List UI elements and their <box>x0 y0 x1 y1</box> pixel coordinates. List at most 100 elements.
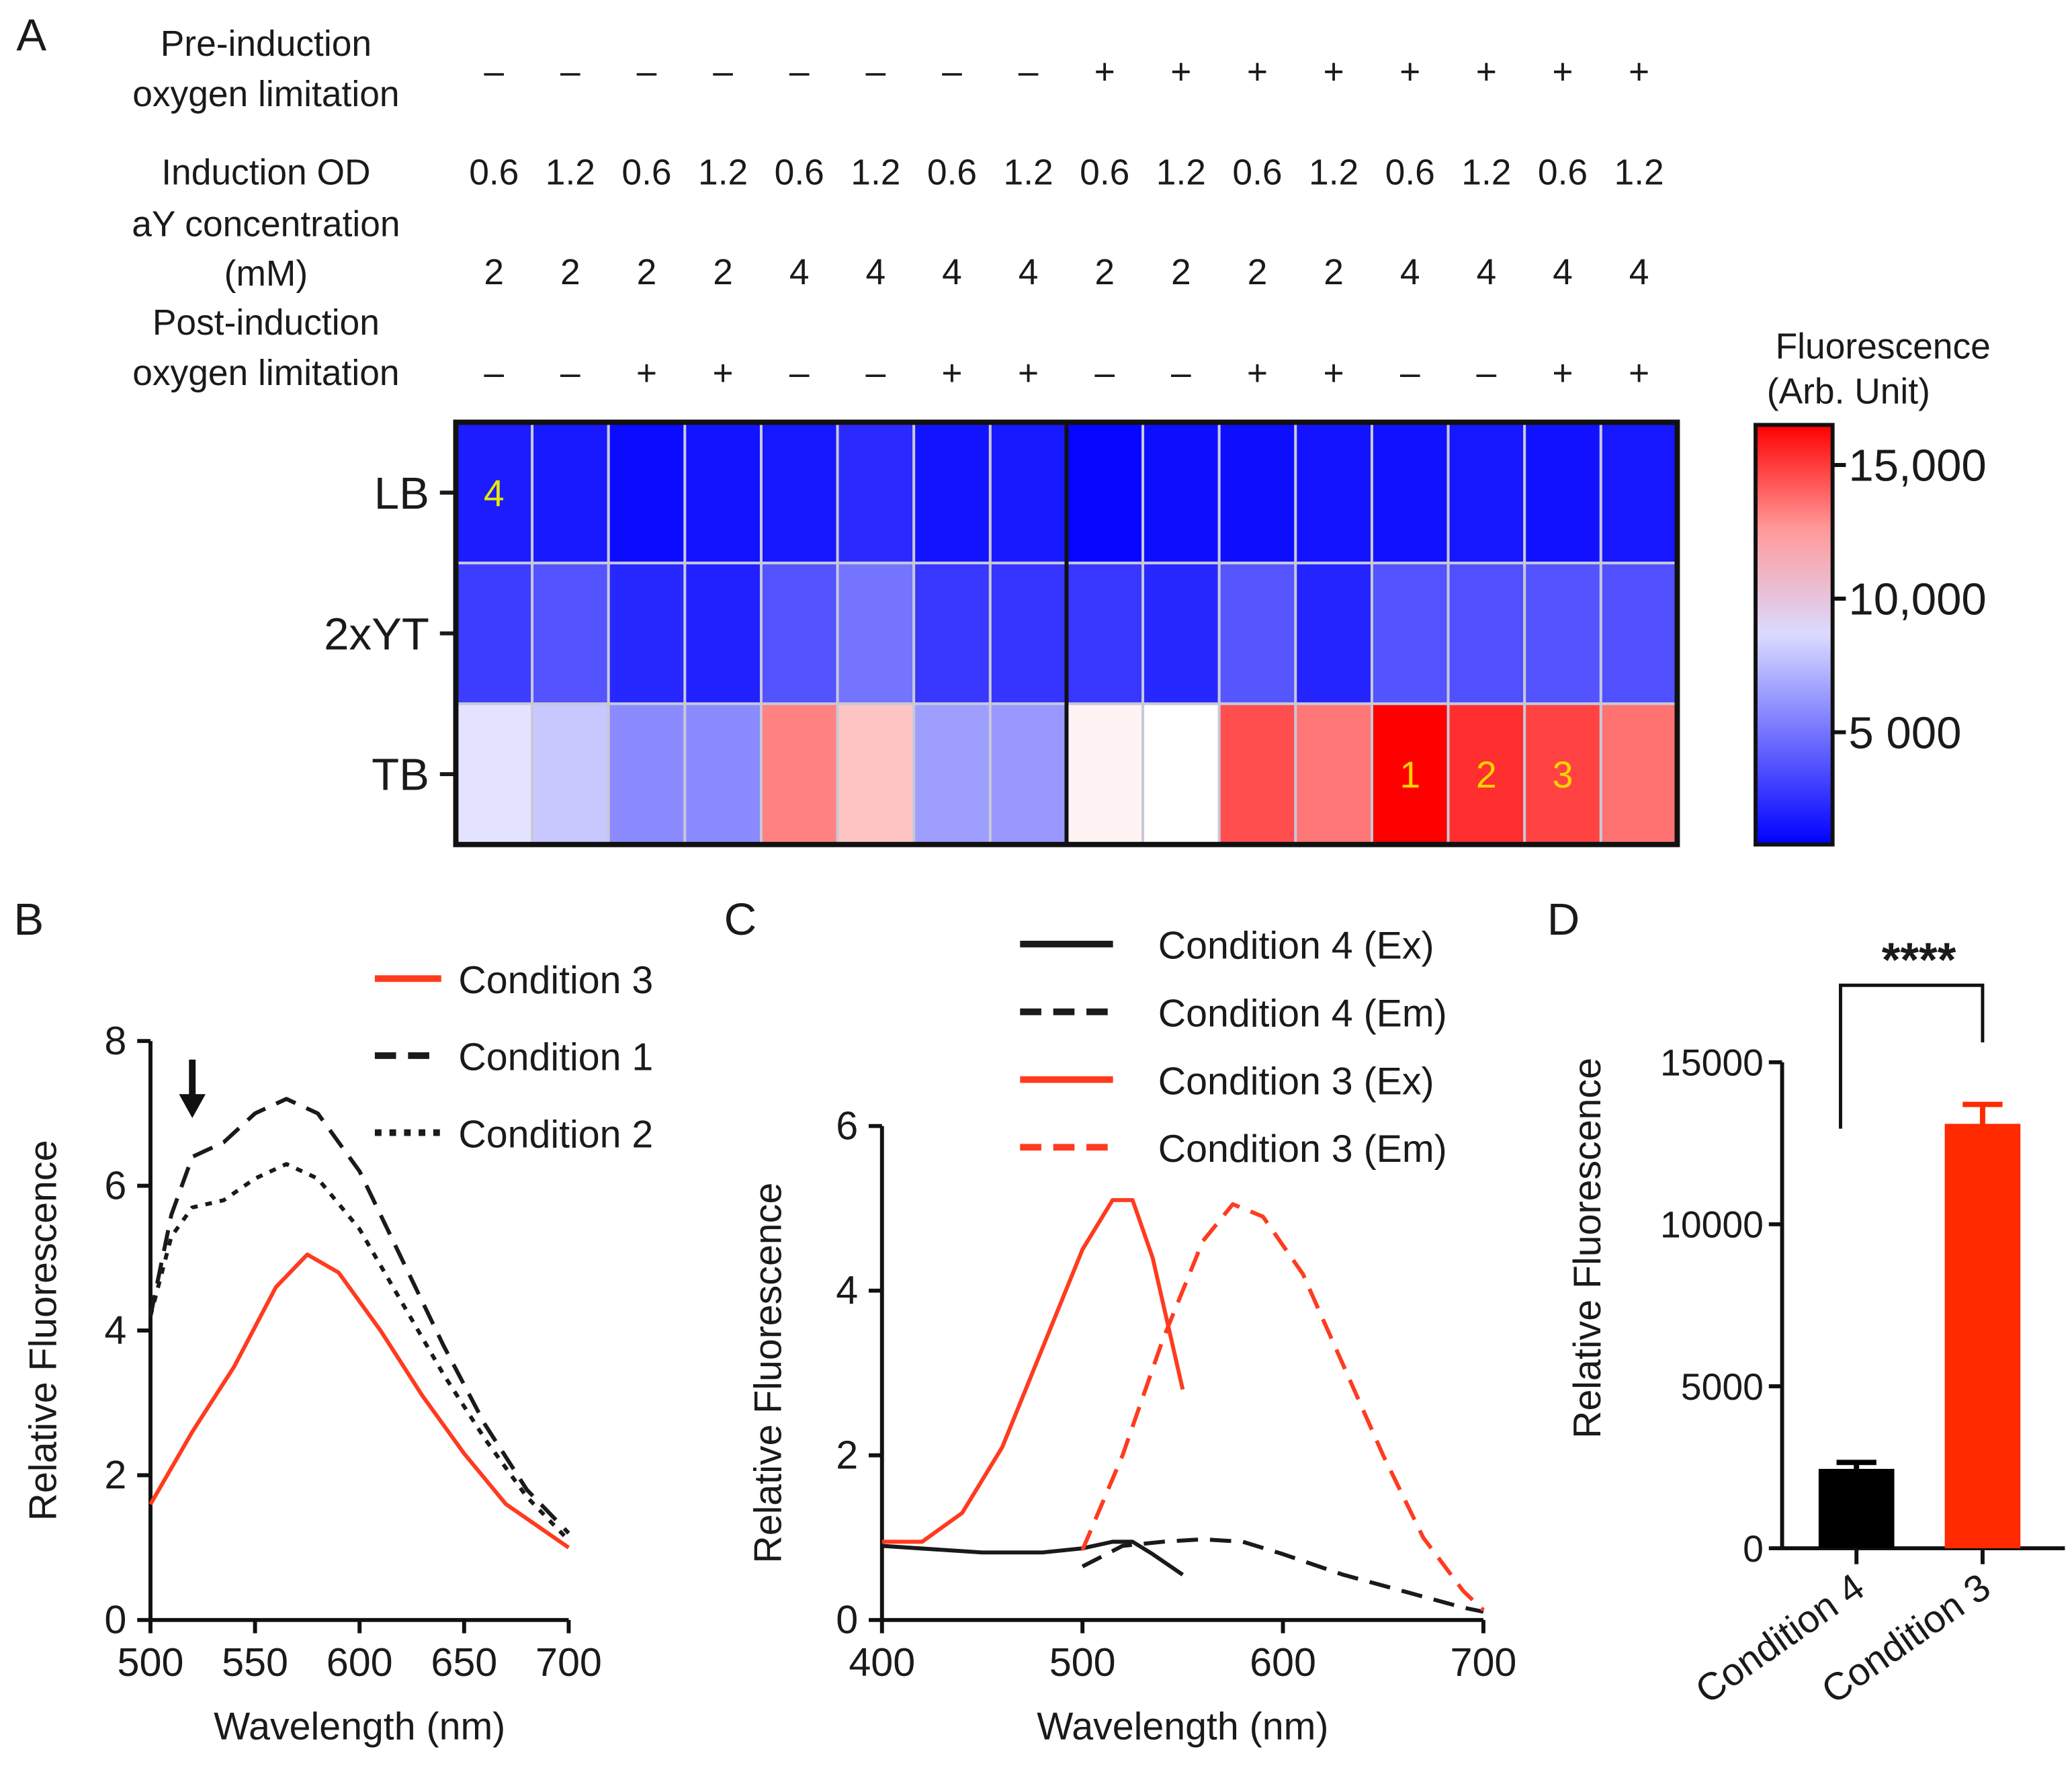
post-induction-value: + <box>1324 353 1344 393</box>
colorbar-tick-label: 10,000 <box>1848 575 1986 625</box>
heatmap-cell <box>607 702 687 846</box>
y-tick-label: 4 <box>836 1267 858 1312</box>
pre-induction-value: – <box>789 52 810 91</box>
induction-od-value: 0.6 <box>927 153 977 193</box>
induction-od-value: 1.2 <box>1461 153 1511 193</box>
legend-label: Condition 4 (Em) <box>1158 992 1447 1035</box>
panel-label-d: D <box>1547 894 1580 945</box>
ay-conc-value: 4 <box>1477 253 1497 292</box>
y-tick-label: 0 <box>836 1597 858 1642</box>
heatmap-cell <box>1141 561 1221 706</box>
x-axis-label: Wavelength (nm) <box>1037 1705 1328 1748</box>
x-tick-label: 700 <box>1450 1640 1516 1685</box>
ay-conc-value: 2 <box>560 253 580 292</box>
induction-od-value: 1.2 <box>1614 153 1664 193</box>
pre-induction-value: + <box>1476 52 1497 91</box>
bar <box>1944 1124 2021 1549</box>
ay-conc-value: 2 <box>713 253 733 292</box>
legend-label: Condition 1 <box>458 1036 653 1079</box>
post-induction-value: + <box>941 353 962 393</box>
pre-induction-value: + <box>1094 52 1115 91</box>
heatmap-cell <box>759 561 839 706</box>
significance-label: **** <box>1882 933 1956 986</box>
heatmap-cell <box>683 421 763 564</box>
legend-label: Condition 2 <box>458 1113 653 1156</box>
pre-induction-value: + <box>1247 52 1268 91</box>
post-induction-value: – <box>1477 353 1497 393</box>
pre-induction-value: + <box>1629 52 1649 91</box>
pre-induction-value: + <box>1399 52 1420 91</box>
series-line <box>148 1097 570 1535</box>
heatmap-cell <box>759 702 839 846</box>
induction-od-value: 0.6 <box>1538 153 1588 193</box>
ay-conc-value: 4 <box>1629 253 1649 292</box>
ay-concentration-label: (mM) <box>224 254 308 294</box>
y-tick-label: 2 <box>836 1433 858 1478</box>
pre-induction-value: + <box>1552 52 1573 91</box>
post-induction-value: – <box>560 353 580 393</box>
colorbar-title: Fluorescence <box>1776 327 1991 367</box>
row-label: LB <box>374 468 429 519</box>
heatmap-cell <box>1294 421 1373 564</box>
colorbar <box>1754 423 1835 847</box>
post-induction-value: – <box>1400 353 1420 393</box>
y-tick-label: 6 <box>104 1163 126 1208</box>
post-induction-value: – <box>789 353 810 393</box>
post-induction-value: + <box>1552 353 1573 393</box>
pre-induction-value: – <box>1019 52 1039 91</box>
legend-label: Condition 4 (Ex) <box>1158 925 1434 968</box>
post-induction-value: + <box>713 353 734 393</box>
heatmap-cell <box>1447 702 1526 846</box>
pre-induction-value: – <box>484 52 504 91</box>
ay-conc-value: 2 <box>1094 253 1115 292</box>
ay-conc-value: 4 <box>942 253 962 292</box>
post-induction-value: – <box>484 353 504 393</box>
heatmap-cell <box>1523 561 1602 706</box>
induction-od-value: 1.2 <box>851 153 900 193</box>
pre-induction-label: oxygen limitation <box>132 75 399 114</box>
y-axis-label: Relative Fluorescence <box>747 1183 790 1564</box>
induction-od-value: 0.6 <box>1080 153 1129 193</box>
pre-induction-value: – <box>942 52 962 91</box>
series-line <box>1080 1202 1485 1612</box>
ay-conc-value: 2 <box>484 253 504 292</box>
y-tick-label: 6 <box>836 1103 858 1148</box>
y-tick-label: 10000 <box>1660 1204 1764 1246</box>
x-tick-label: 550 <box>222 1640 288 1685</box>
post-induction-value: + <box>1629 353 1649 393</box>
legend-label: Condition 3 (Ex) <box>1158 1060 1434 1103</box>
heatmap-cell <box>1370 702 1450 846</box>
heatmap-cell <box>912 561 992 706</box>
colorbar-tick-label: 15,000 <box>1848 441 1986 491</box>
heatmap-cell <box>1370 421 1450 564</box>
pre-induction-value: – <box>713 52 733 91</box>
row-label: 2xYT <box>324 609 429 659</box>
condition-annotation: 4 <box>484 472 505 514</box>
colorbar-tick-label: 5 000 <box>1848 708 1961 758</box>
condition-annotation: 3 <box>1553 754 1573 796</box>
y-axis-label: Relative Fluorescence <box>22 1140 65 1521</box>
induction-od-value: 1.2 <box>1004 153 1053 193</box>
induction-od-value: 1.2 <box>1309 153 1358 193</box>
heatmap-cell <box>759 421 839 564</box>
heatmap-cell <box>1065 561 1145 706</box>
y-tick-label: 2 <box>104 1452 126 1497</box>
heatmap-cell <box>1599 702 1679 846</box>
heatmap-cell <box>683 561 763 706</box>
heatmap-cell <box>1217 702 1297 846</box>
x-tick-label: 600 <box>1250 1640 1316 1685</box>
heatmap-cell <box>607 561 687 706</box>
ay-conc-value: 2 <box>1171 253 1191 292</box>
heatmap-cell <box>836 561 916 706</box>
heatmap-cell <box>1294 561 1373 706</box>
heatmap-cell <box>836 421 916 564</box>
x-tick-label: 650 <box>431 1640 497 1685</box>
x-tick-label: 400 <box>849 1640 915 1685</box>
x-tick-label: 500 <box>118 1640 184 1685</box>
induction-od-value: 1.2 <box>1156 153 1206 193</box>
heatmap-cell <box>1447 421 1526 564</box>
heatmap-cell <box>1599 421 1679 564</box>
series-line <box>1081 1537 1484 1614</box>
pre-induction-value: + <box>1170 52 1191 91</box>
